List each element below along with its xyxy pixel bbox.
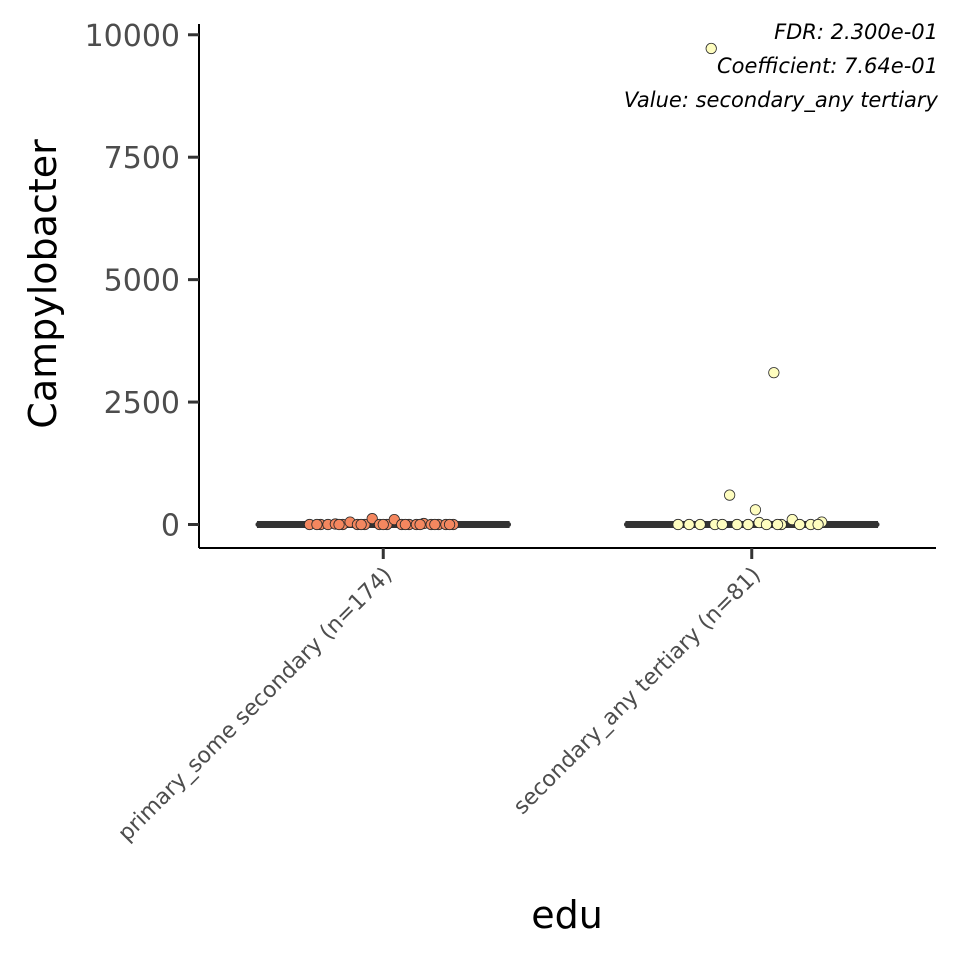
data-point: [429, 518, 441, 531]
jitter-points: [672, 42, 828, 531]
y-tick-label: 7500: [104, 141, 180, 176]
annotation-value: Value: secondary_any tertiary: [624, 88, 939, 113]
y-tick-label: 0: [161, 508, 180, 543]
y-tick-label: 2500: [104, 386, 180, 421]
x-axis-title: edu: [531, 893, 603, 937]
data-point: [724, 489, 736, 501]
y-tick-label: 5000: [104, 264, 180, 299]
data-point: [414, 518, 426, 531]
data-point: [794, 518, 806, 531]
data-point: [311, 518, 323, 531]
data-point: [683, 518, 695, 531]
data-point: [333, 518, 345, 531]
x-axis-ticks: primary_some secondary (n=174) secondary_…: [114, 548, 766, 846]
y-tick-label: 10000: [85, 19, 180, 54]
data-point: [812, 518, 824, 531]
x-tick-label: primary_some secondary (n=174): [114, 563, 398, 847]
y-axis-ticks: 0 2500 5000 7500 10000: [85, 19, 199, 543]
data-point: [731, 518, 743, 531]
chart-marks: [255, 42, 880, 531]
data-point: [768, 367, 780, 379]
data-point: [399, 518, 411, 531]
data-point: [694, 518, 706, 531]
data-point: [705, 42, 717, 55]
jitter-points: [303, 513, 459, 531]
x-tick-label: secondary_any tertiary (n=81): [509, 563, 766, 820]
data-point: [355, 518, 367, 531]
data-point: [742, 518, 754, 531]
annotation-coefficient: Coefficient: 7.64e-01: [717, 54, 938, 78]
data-point: [771, 518, 784, 531]
annotation-fdr: FDR: 2.300e-01: [774, 20, 938, 44]
data-point: [672, 518, 684, 531]
y-axis-title: Campylobacter: [21, 139, 65, 429]
data-point: [716, 518, 728, 531]
data-point: [377, 518, 389, 531]
data-point: [749, 504, 762, 516]
data-point: [366, 513, 378, 525]
data-point: [443, 518, 456, 531]
data-point: [760, 518, 773, 531]
